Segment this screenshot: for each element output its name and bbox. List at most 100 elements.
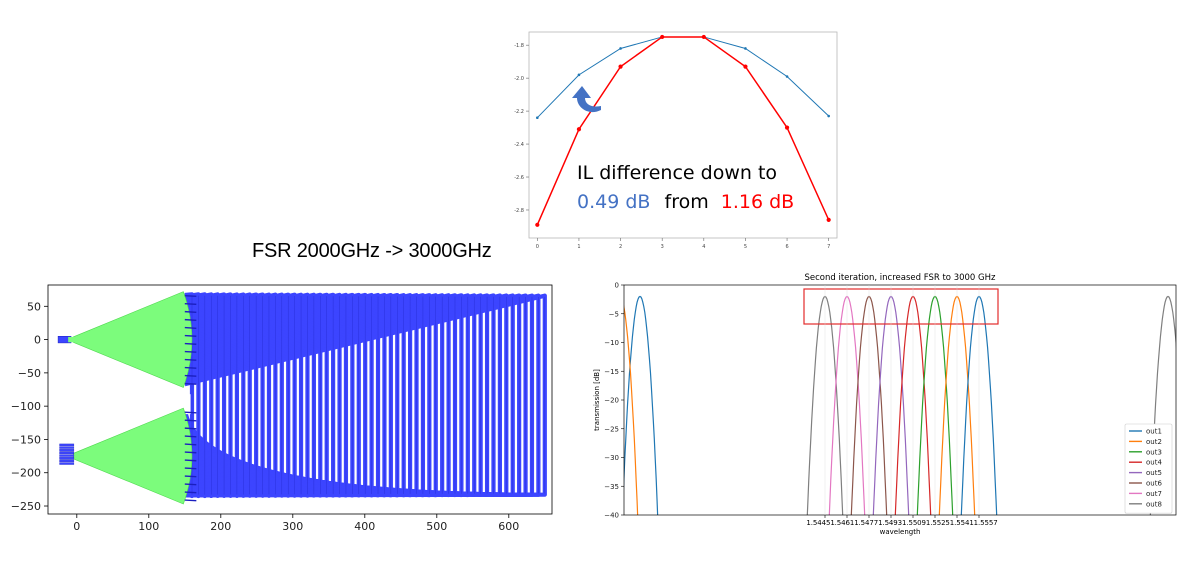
layout-ytick-label: −250 [11,500,41,513]
legend-label-out8: out8 [1146,500,1162,508]
layout-xtick-label: 200 [210,520,231,533]
trans-ytick-label: −30 [604,454,619,462]
il-point [660,34,665,40]
layout-ytick-label: −100 [11,400,41,413]
annotation-from-word: from [665,191,709,213]
spectrum-peak-out1-side [624,295,659,515]
output-waveguide [59,459,75,463]
layout-xtick-label: 300 [282,520,303,533]
output-waveguide [59,454,75,457]
transmission-ylabel: transmission [dB] [593,369,601,431]
output-waveguide [59,449,75,452]
il-series-line [536,36,830,226]
layout-xtick-label: 100 [138,520,159,533]
lower-slab [72,407,193,505]
slab-taper [184,475,197,478]
legend-box [1124,423,1173,514]
slab-taper [184,342,197,345]
il-point [827,114,830,118]
slab-taper [184,419,197,422]
fsr-caption: FSR 2000GHz -> 3000GHz [252,240,492,262]
awg-layout-chart: 0 100 200 300 400 500 600500−50−100−150−200−25… [11,284,553,533]
spectrum-peak-out2-side [624,304,639,515]
slab-taper [184,382,197,385]
il-ytick-label: -2.6 [514,175,524,181]
il-ytick-label: -1.8 [514,43,524,49]
il-point [536,116,539,119]
legend-label-out4: out4 [1146,459,1162,467]
legend-label-out6: out6 [1146,480,1162,488]
layout-ytick-label: 50 [27,300,41,313]
layout-plot-frame [47,284,553,515]
il-xtick-label: 5 [744,244,747,250]
slab-taper [184,443,197,446]
slab-taper [184,302,197,306]
layout-xtick-label: 0 [73,520,80,533]
slab-taper [184,366,197,369]
trans-ytick-label: −5 [609,310,619,318]
il-xtick-label: 7 [827,244,830,250]
slab-taper [184,427,197,430]
transmission-title: Second iteration, increased FSR to 3000 … [805,273,997,283]
layout-xtick-label: 400 [354,520,375,533]
slab-taper [184,310,197,313]
trans-ytick-label: −20 [604,397,619,405]
slab-taper [184,435,197,438]
layout-xtick-label: 500 [426,520,447,533]
il-xtick-label: 2 [619,244,622,250]
il-point [618,64,623,69]
upper-slab [72,291,193,388]
il-point [785,75,789,78]
legend-label-out3: out3 [1146,448,1162,456]
layout-ytick-label: −50 [18,367,41,380]
il-point [701,34,706,40]
input-taper [68,336,76,343]
layout-ytick-label: −200 [11,467,41,480]
transmission-xtick-labels: 1.54451.54611.54771.54931.55091.55251.55… [806,519,997,527]
il-point [535,222,540,227]
il-annotation: IL difference down to 0.49 dB from 1.16 … [577,162,794,213]
il-point [743,64,748,69]
slab-taper [184,411,197,414]
trans-ytick-label: −25 [604,425,619,433]
curved-arrow-icon [572,86,601,113]
output-waveguide [59,457,75,460]
il-xtick-label: 0 [536,244,539,250]
il-ytick-label: -2.4 [514,142,524,148]
slab-taper [184,491,197,494]
transmission-legend: out1 out2 out3 out4 out5 out6 out7 out8 [1124,423,1173,514]
output-waveguide [59,451,75,455]
slab-taper [184,350,197,353]
il-chart: -1.8 -2.0 -2.2 -2.4 -2.6 -2.8 0 1 2 3 4 5 6 7 IL diff… [514,31,838,250]
trans-ytick-label: −35 [604,483,619,491]
il-xtick-label: 1 [577,244,580,250]
layout-ytick-label: −150 [11,433,41,446]
slab-taper [184,451,197,454]
slab-taper [184,459,197,462]
il-point [577,73,581,77]
output-waveguide [59,462,75,465]
il-xtick-label: 3 [661,244,664,250]
il-ytick-label: -2.8 [514,208,524,214]
trans-ytick-label: −10 [604,339,619,347]
slab-taper [184,374,197,377]
il-ytick-label: -2.2 [514,109,524,115]
il-plot-frame [528,31,838,239]
annotation-line1: IL difference down to [577,162,777,184]
output-waveguide [59,443,75,447]
il-ytick-label: -2.0 [514,76,524,82]
trans-ytick-label: −15 [604,368,619,376]
slab-taper [184,358,197,361]
slab-taper [184,499,197,502]
transmission-chart: Second iteration, increased FSR to 3000 … [593,273,1177,536]
legend-label-out5: out5 [1146,469,1162,477]
trans-ytick-label: −40 [604,512,619,520]
il-xtick-label: 4 [702,244,705,250]
slab-taper [184,483,197,486]
transmission-plot-frame [623,284,1177,516]
trans-ytick-label: 0 [615,282,619,290]
il-point [784,125,790,130]
il-xtick-label: 6 [785,244,788,250]
il-point [744,47,747,50]
annotation-new-il: 0.49 dB [577,191,650,213]
